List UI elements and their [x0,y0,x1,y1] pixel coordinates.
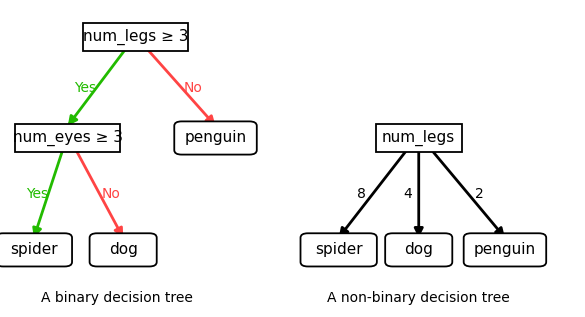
Text: num_legs ≥ 3: num_legs ≥ 3 [82,29,188,45]
FancyBboxPatch shape [15,124,120,152]
Text: No: No [101,187,120,201]
Text: penguin: penguin [184,131,247,146]
FancyBboxPatch shape [301,233,377,267]
Text: num_legs: num_legs [382,130,455,146]
Text: dog: dog [404,243,433,257]
FancyArrowPatch shape [415,150,422,235]
FancyArrowPatch shape [340,150,407,235]
Text: penguin: penguin [474,243,536,257]
Text: No: No [183,81,202,95]
FancyArrowPatch shape [34,150,63,235]
Text: 2: 2 [475,187,484,201]
FancyBboxPatch shape [376,124,462,152]
FancyBboxPatch shape [385,233,452,267]
Text: num_eyes ≥ 3: num_eyes ≥ 3 [13,130,123,146]
FancyBboxPatch shape [0,233,72,267]
Text: Yes: Yes [74,81,97,95]
FancyArrowPatch shape [76,150,122,235]
Text: A non-binary decision tree: A non-binary decision tree [328,291,510,305]
FancyBboxPatch shape [83,23,188,51]
Text: Yes: Yes [26,187,48,201]
FancyArrowPatch shape [147,49,214,124]
FancyBboxPatch shape [174,121,257,155]
Text: spider: spider [315,243,363,257]
FancyBboxPatch shape [464,233,546,267]
FancyArrowPatch shape [70,49,125,123]
Text: dog: dog [109,243,137,257]
Text: A binary decision tree: A binary decision tree [41,291,193,305]
FancyBboxPatch shape [90,233,157,267]
Text: 4: 4 [403,187,412,201]
Text: spider: spider [10,243,58,257]
Text: 8: 8 [357,187,366,201]
FancyArrowPatch shape [432,150,503,235]
